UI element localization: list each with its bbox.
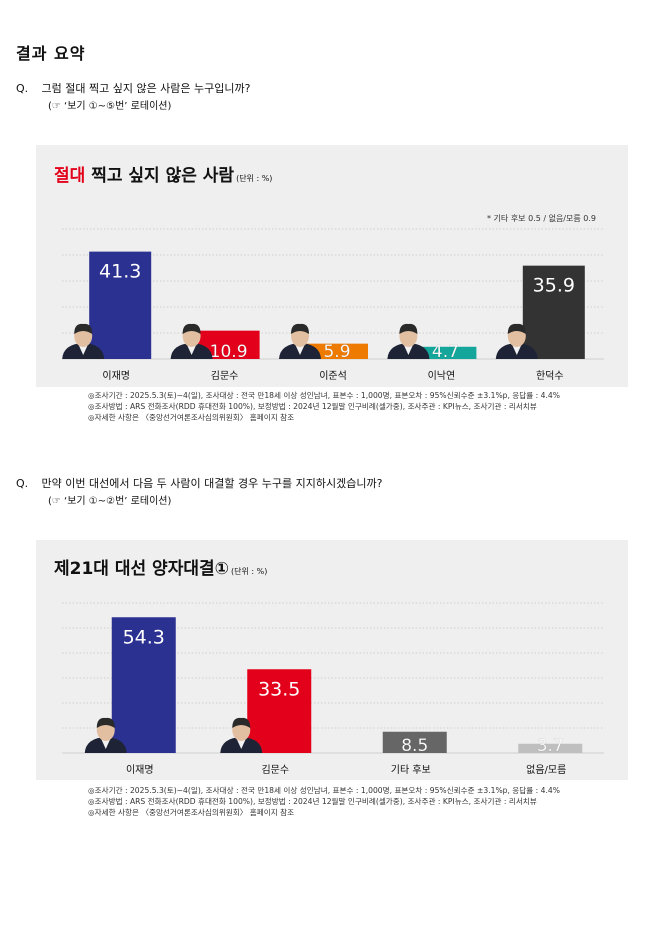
question-2: Q. 만약 이번 대선에서 다음 두 사람이 대결할 경우 누구를 지지하시겠습… [16, 475, 382, 507]
page-title: 결과 요약 [16, 44, 86, 63]
data-label: 8.5 [401, 736, 428, 756]
bar-기타 후보 [382, 731, 447, 753]
footnotes-2: ◎조사기간 : 2025.5.3(토)~4(일), 조사대상 : 전국 만18세… [88, 785, 560, 818]
question-2-sub: (☞ ‘보기 ①~②번’ 로테이션) [48, 496, 172, 507]
footnote-method: ◎조사방법 : ARS 전화조사(RDD 휴대전화 100%), 보정방법 : … [88, 402, 537, 411]
chart-1-title: 절대 찍고 싶지 않은 사람 (단위 : %) [54, 161, 272, 186]
category-label: 이낙연 [428, 370, 456, 382]
candidate-photo-0-2 [279, 323, 321, 359]
question-1: Q. 그럼 절대 찍고 싶지 않은 사람은 누구입니까? (☞ ‘보기 ①~⑤번… [16, 80, 250, 112]
chart-2-unit: (단위 : %) [231, 567, 268, 576]
category-label: 기타 후보 [391, 764, 431, 776]
chart-panel-2: 제21대 대선 양자대결① (단위 : %) 54.3 이재명 33.5 김문수 8.5 기… [36, 540, 628, 780]
footnote-method-2: ◎조사방법 : ARS 전화조사(RDD 휴대전화 100%), 보정방법 : … [88, 797, 537, 806]
category-label: 이재명 [102, 370, 130, 382]
category-label: 김문수 [261, 764, 289, 776]
chart-1-unit: (단위 : %) [236, 174, 273, 183]
question-2-label: Q. [16, 477, 29, 490]
category-label: 이준석 [319, 370, 347, 382]
chart-1-note: * 기타 후보 0.5 / 없음/모름 0.9 [487, 214, 596, 223]
bar-이재명 [89, 251, 152, 359]
bar-이낙연 [414, 346, 477, 359]
question-1-text: 그럼 절대 찍고 싶지 않은 사람은 누구입니까? [41, 82, 251, 95]
data-label: 4.7 [432, 342, 459, 362]
candidate-photo-1-0 [84, 717, 127, 753]
bar-이준석 [306, 343, 368, 359]
category-label: 한덕수 [536, 370, 564, 382]
chart-panel-1: 절대 찍고 싶지 않은 사람 (단위 : %) * 기타 후보 0.5 / 없음/… [36, 145, 628, 387]
chart-1-svg: 41.3 이재명 10.9 김문수 5.9 이준석 4.7 이낙연 35.9 한덕수 [62, 228, 604, 382]
bar-김문수 [247, 669, 312, 753]
bar-없음/모름 [518, 743, 583, 753]
question-1-label: Q. [16, 82, 29, 95]
candidate-photo-0-0 [62, 323, 105, 359]
category-label: 이재명 [126, 764, 154, 776]
bar-이재명 [111, 617, 176, 753]
chart-2-title: 제21대 대선 양자대결① (단위 : %) [54, 554, 267, 579]
candidate-photo-0-3 [387, 323, 430, 359]
data-label: 3.7 [537, 736, 564, 756]
chart-1-title-rest: 찍고 싶지 않은 사람 [85, 166, 235, 186]
footnote-reference-2: ◎자세한 사항은 〈중앙선거여론조사심의위원회〉 홈페이지 참조 [88, 808, 295, 817]
chart-2-svg: 54.3 이재명 33.5 김문수 8.5 기타 후보 3.7 없음/모름 [62, 602, 604, 776]
chart-2-title-rest: 제21대 대선 양자대결① [54, 559, 230, 579]
footnote-period-2: ◎조사기간 : 2025.5.3(토)~4(일), 조사대상 : 전국 만18세… [88, 786, 560, 795]
footnotes-1: ◎조사기간 : 2025.5.3(토)~4(일), 조사대상 : 전국 만18세… [88, 390, 560, 423]
data-label: 10.9 [210, 342, 248, 362]
candidate-photo-0-1 [170, 323, 213, 359]
bar-한덕수 [522, 265, 585, 359]
footnote-reference: ◎자세한 사항은 〈중앙선거여론조사심의위원회〉 홈페이지 참조 [88, 413, 295, 422]
category-label: 없음/모름 [526, 763, 566, 776]
footnote-period: ◎조사기간 : 2025.5.3(토)~4(일), 조사대상 : 전국 만18세… [88, 391, 560, 400]
data-label: 35.9 [533, 275, 575, 297]
chart-1-title-highlight: 절대 [54, 166, 86, 186]
candidate-photo-0-4 [495, 323, 538, 359]
question-1-sub: (☞ ‘보기 ①~⑤번’ 로테이션) [48, 101, 172, 112]
data-label: 33.5 [258, 678, 300, 700]
category-label: 김문수 [211, 370, 239, 382]
data-label: 5.9 [323, 342, 350, 362]
question-2-text: 만약 이번 대선에서 다음 두 사람이 대결할 경우 누구를 지지하시겠습니까? [41, 477, 383, 490]
candidate-photo-1-1 [220, 717, 263, 753]
data-label: 41.3 [99, 261, 141, 283]
data-label: 54.3 [123, 626, 165, 648]
